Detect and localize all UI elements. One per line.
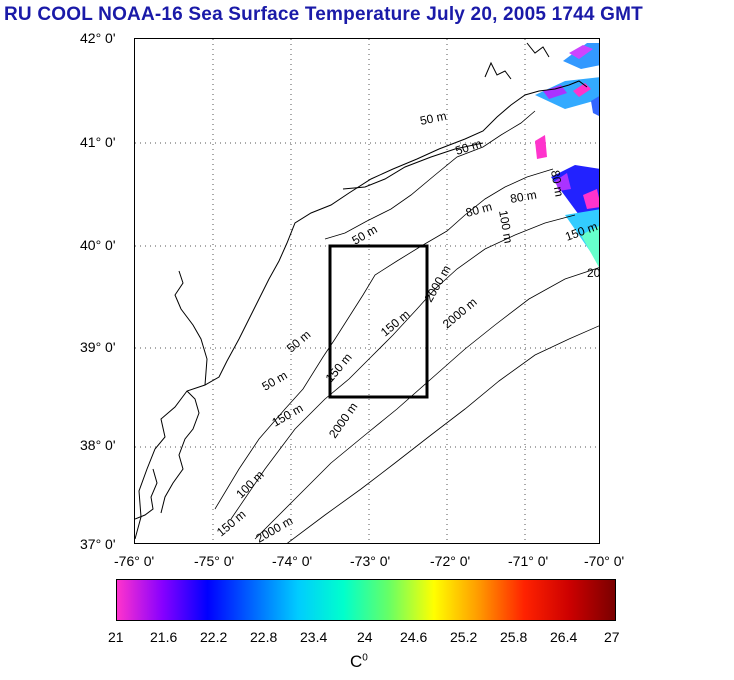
lat-label-38: 38° 0' (80, 437, 116, 453)
contour-label: 150 m (323, 350, 355, 385)
lat-label-37: 37° 0' (80, 536, 116, 552)
contour-label: 50 m (454, 136, 484, 158)
lon-label-75: -75° 0' (194, 553, 235, 569)
lat-label-39: 39° 0' (80, 339, 116, 355)
map-title: RU COOL NOAA-16 Sea Surface Temperature … (4, 4, 643, 25)
colorbar-tick: 25.8 (500, 629, 528, 645)
colorbar-tick: 22.8 (250, 629, 278, 645)
contour-label: 20 (587, 266, 600, 280)
contour-label: 80 m (509, 188, 538, 206)
colorbar-tick: 26.4 (550, 629, 578, 645)
lon-label-73: -73° 0' (350, 553, 391, 569)
study-area-box (328, 244, 429, 399)
contour-label: 2000 m (326, 400, 360, 441)
coastline (135, 42, 588, 540)
contour-label: 150 m (378, 307, 413, 339)
colorbar-unit: C0 (350, 652, 368, 672)
lon-label-70: -70° 0' (584, 553, 625, 569)
lat-label-41: 41° 0' (80, 134, 116, 150)
colorbar-tick: 25.2 (450, 629, 478, 645)
colorbar-tick: 24 (357, 629, 373, 645)
lon-label-76: -76° 0' (114, 553, 155, 569)
contour-label: 80 m (464, 199, 493, 219)
contour-label: 50 m (350, 222, 380, 247)
unit-superscript: 0 (362, 652, 368, 664)
contour-label: 100 m (233, 468, 266, 501)
contour-label: 2000 m (440, 295, 480, 331)
unit-label: C (350, 652, 363, 671)
contour-label: 50 m (284, 327, 313, 355)
color-scale-bar (116, 579, 616, 621)
contour-labels: 50 m 50 m 50 m 50 m 50 m 80 m 80 m 80 m … (214, 109, 600, 544)
lon-label-72: -72° 0' (430, 553, 471, 569)
colorbar-tick: 21 (108, 629, 124, 645)
lat-label-40: 40° 0' (80, 237, 116, 253)
colorbar-tick: 22.2 (200, 629, 228, 645)
colorbar-tick: 27 (604, 629, 620, 645)
contour-label: 2000 m (254, 513, 296, 544)
lon-label-74: -74° 0' (272, 553, 313, 569)
contour-label: 150 m (214, 507, 249, 539)
map-panel: 50 m 50 m 50 m 50 m 50 m 80 m 80 m 80 m … (134, 38, 600, 544)
contour-label: 80 m (548, 169, 566, 198)
contour-label: 50 m (260, 368, 290, 393)
colorbar-tick: 23.4 (300, 629, 328, 645)
lat-label-42: 42° 0' (80, 30, 116, 46)
isobaths (214, 110, 599, 543)
contour-label: 150 m (270, 401, 306, 430)
contour-label: 100 m (496, 209, 516, 244)
colorbar-tick: 24.6 (400, 629, 428, 645)
map-canvas: 50 m 50 m 50 m 50 m 50 m 80 m 80 m 80 m … (135, 39, 600, 544)
contour-label: 50 m (419, 109, 448, 128)
colorbar-tick: 21.6 (150, 629, 178, 645)
lon-label-71: -71° 0' (508, 553, 549, 569)
